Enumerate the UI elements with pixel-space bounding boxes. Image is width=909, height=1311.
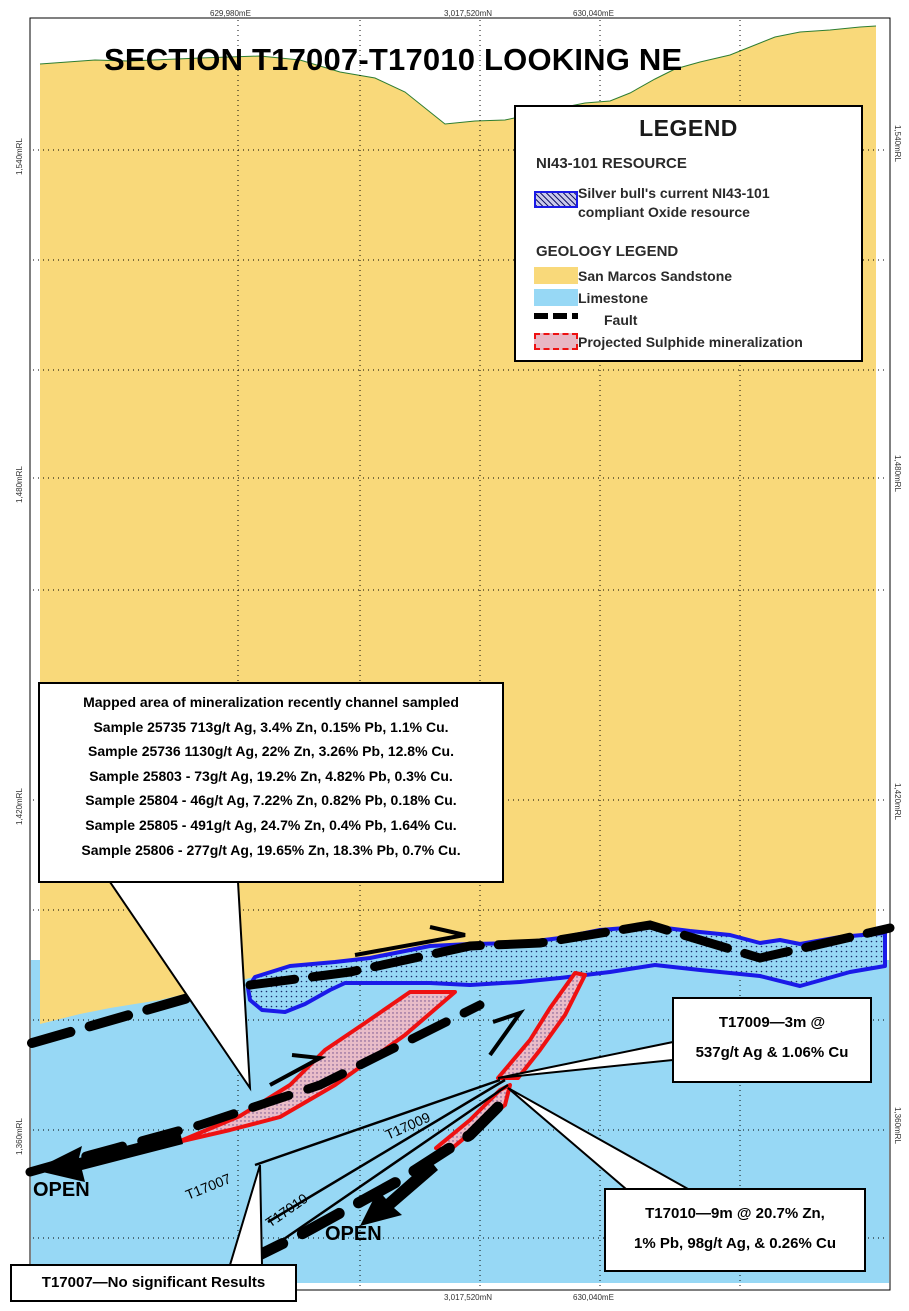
sample-row: Sample 25805 - 491g/t Ag, 24.7% Zn, 0.4%… — [85, 816, 457, 833]
grid-label-top-1: 629,980mE — [210, 9, 251, 18]
legend-swatch-sandstone — [534, 267, 578, 284]
open-arrow-left — [34, 1132, 183, 1182]
fault-main-right — [245, 920, 895, 990]
sample-row: Sample 25803 - 73g/t Ag, 19.2% Zn, 4.82%… — [89, 767, 453, 784]
arrow-upper — [354, 925, 466, 957]
fault-lower-right — [239, 1094, 511, 1268]
open-arrow-right — [360, 1160, 438, 1226]
legend-label-sandstone: San Marcos Sandstone — [578, 268, 733, 284]
samples-callout: Mapped area of mineralization recently c… — [38, 682, 504, 883]
grid-label-left-3: 1,420mRL — [15, 788, 24, 825]
grid-label-top-2: 3,017,520mN — [444, 9, 492, 18]
grid-label-left-4: 1,360mRL — [15, 1118, 24, 1155]
drillholes — [254, 1078, 509, 1252]
legend-resource-heading: NI43-101 RESOURCE — [536, 155, 687, 172]
t17007-callout-text: T17007—No significant Results — [41, 1274, 266, 1291]
grid-label-left-2: 1,480mRL — [15, 466, 24, 503]
sulphide-zone-left — [176, 990, 457, 1144]
sample-row: Sample 25735 713g/t Ag, 3.4% Zn, 0.15% P… — [93, 718, 449, 735]
faults — [25, 920, 895, 1268]
legend-label-fault: Fault — [604, 312, 638, 328]
sulphide-zone-lower — [434, 1083, 512, 1152]
arrow-mid-right — [488, 1009, 526, 1057]
grid-label-right-1: 1,540mRL — [893, 125, 902, 162]
grid-label-top-3: 630,040mE — [573, 9, 614, 18]
sulphide-zone-upper — [496, 971, 587, 1080]
t17009-callout-line1: T17009—3m @ — [718, 1014, 826, 1031]
section-title: SECTION T17007-T17010 LOOKING NE — [104, 42, 683, 77]
grid-label-right-2: 1,480mRL — [893, 455, 902, 492]
open-label-left: OPEN — [33, 1179, 90, 1201]
legend-panel: LEGEND NI43-101 RESOURCE Silver bull's c… — [514, 105, 863, 362]
drillhole-t17009 — [267, 1078, 506, 1224]
t17010-callout-line1: T17010—9m @ 20.7% Zn, — [645, 1205, 825, 1222]
open-label-right: OPEN — [325, 1223, 382, 1245]
legend-swatch-limestone — [534, 289, 578, 306]
t17009-callout: T17009—3m @ 537g/t Ag & 1.06% Cu — [672, 997, 872, 1083]
drillhole-t17010 — [267, 1083, 509, 1252]
t17007-callout: T17007—No significant Results — [10, 1264, 297, 1302]
samples-heading: Mapped area of mineralization recently c… — [83, 694, 459, 710]
t17009-callout-line2: 537g/t Ag & 1.06% Cu — [695, 1044, 849, 1061]
t17010-callout-line2: 1% Pb, 98g/t Ag, & 0.26% Cu — [634, 1235, 836, 1252]
fault-movement-arrows — [269, 925, 526, 1087]
sample-row: Sample 25804 - 46g/t Ag, 7.22% Zn, 0.82%… — [85, 792, 457, 809]
sample-row: Sample 25736 1130g/t Ag, 22% Zn, 3.26% P… — [88, 743, 454, 760]
legend-swatch-fault — [534, 313, 578, 319]
grid-label-left-1: 1,540mRL — [15, 138, 24, 175]
legend-label-resource-2: compliant Oxide resource — [578, 204, 750, 220]
fault-main-left — [27, 991, 200, 1048]
legend-geology-heading: GEOLOGY LEGEND — [536, 243, 679, 260]
t17010-callout: T17010—9m @ 20.7% Zn, 1% Pb, 98g/t Ag, &… — [604, 1188, 866, 1272]
drillhole-t17007 — [254, 1078, 501, 1167]
grid-label-right-4: 1,360mRL — [893, 1107, 902, 1144]
fault-lower-left — [25, 1000, 485, 1177]
grid-label-right-3: 1,420mRL — [893, 783, 902, 820]
legend-label-limestone: Limestone — [578, 290, 649, 306]
legend-swatch-sulphide — [534, 333, 578, 350]
grid-label-bottom-1: 3,017,520mN — [444, 1293, 492, 1302]
grid-label-bottom-2: 630,040mE — [573, 1293, 614, 1302]
legend-label-resource-1: Silver bull's current NI43-101 — [578, 185, 770, 201]
legend-title: LEGEND — [639, 115, 738, 141]
legend-swatch-resource — [534, 191, 578, 208]
legend-label-sulphide: Projected Sulphide mineralization — [578, 334, 803, 350]
sample-row: Sample 25806 - 277g/t Ag, 19.65% Zn, 18.… — [81, 841, 461, 858]
arrow-mid-left — [269, 1053, 327, 1087]
